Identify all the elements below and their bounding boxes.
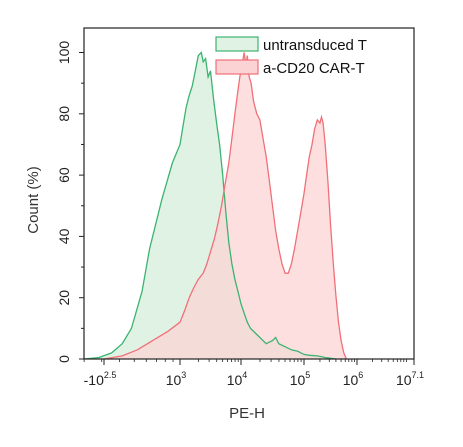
x-tick-label: 104 (227, 370, 248, 388)
x-tick-label: -102.5 (84, 370, 117, 388)
plot-frame (83, 27, 415, 360)
legend-swatch-car-t (215, 59, 259, 75)
legend-swatch-untransduced (215, 36, 259, 52)
series-line-0 (83, 51, 336, 360)
x-axis: -102.5 103 104 105 106 107.1 (84, 359, 424, 388)
legend-label-car-t: a-CD20 CAR-T (263, 60, 365, 77)
y-axis: 0 20 40 60 80 100 (56, 41, 84, 363)
x-tick-label: 105 (290, 370, 311, 388)
x-tick-label: 106 (343, 370, 364, 388)
y-tick-label: 60 (56, 167, 72, 183)
legend: untransduced T a-CD20 CAR-T (215, 36, 367, 77)
y-axis-title: Count (%) (25, 166, 42, 234)
series-layer (83, 51, 347, 360)
legend-item-car-t: a-CD20 CAR-T (215, 59, 365, 77)
x-tick-label: 103 (166, 370, 187, 388)
legend-label-untransduced: untransduced T (263, 37, 367, 54)
y-tick-label: 100 (56, 41, 72, 65)
x-tick-label: 107.1 (396, 370, 424, 388)
series-area-0 (84, 52, 336, 359)
y-tick-label: 80 (56, 106, 72, 122)
legend-item-untransduced: untransduced T (215, 36, 367, 54)
series-line-1 (103, 52, 347, 360)
y-tick-label: 20 (56, 290, 72, 306)
x-axis-title: PE-H (229, 405, 265, 422)
y-tick-label: 40 (56, 228, 72, 244)
y-tick-label: 0 (56, 355, 72, 363)
